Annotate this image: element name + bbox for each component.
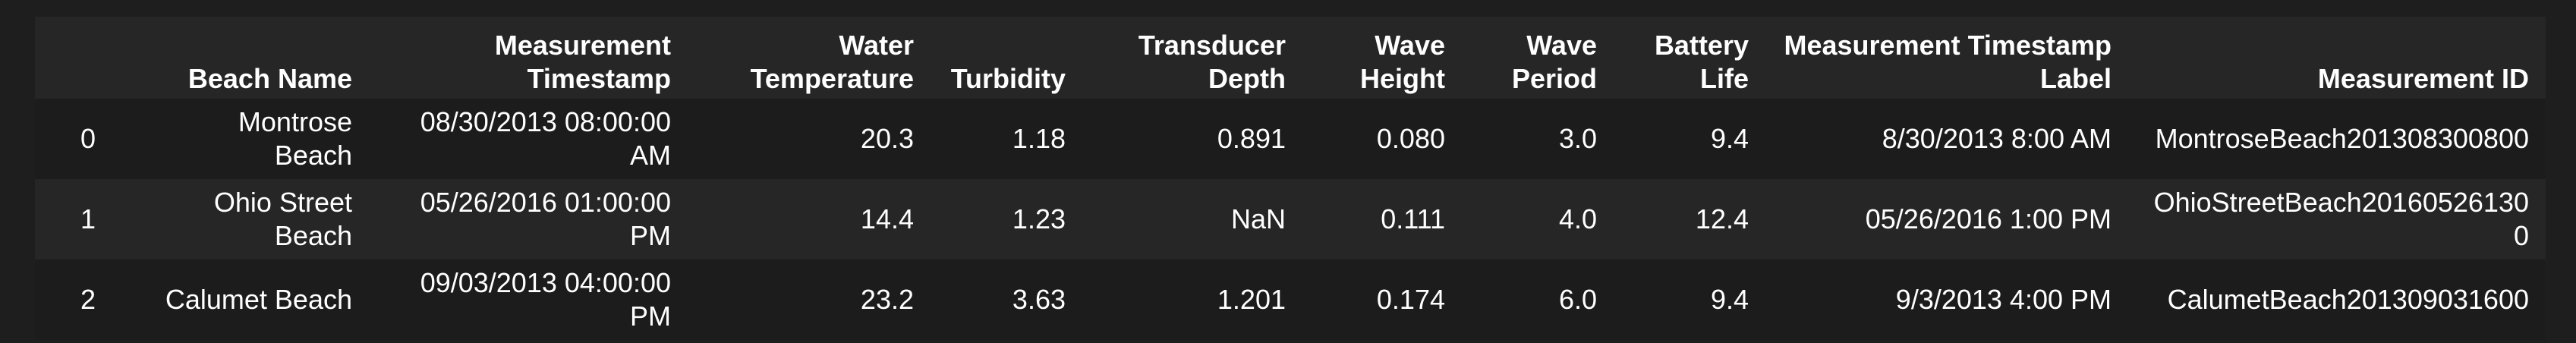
column-header-measurement-timestamp: Measurement Timestamp <box>494 30 671 94</box>
column-header-measurement-id: Measurement ID <box>2317 63 2529 94</box>
cell-wave-height: 0.080 <box>1376 123 1445 154</box>
cell-measurement-timestamp: 08/30/2013 08:00:00 AM <box>420 106 671 171</box>
cell-measurement-timestamp: 05/26/2016 01:00:00 PM <box>420 187 671 251</box>
table-row: 1 Ohio Street Beach 05/26/2016 01:00:00 … <box>35 179 2546 260</box>
column-header-wave-period: Wave Period <box>1511 30 1597 94</box>
cell-wave-period: 3.0 <box>1558 123 1597 154</box>
column-header-battery-life: Battery Life <box>1654 30 1749 94</box>
cell-turbidity: 1.23 <box>1012 203 1066 234</box>
cell-transducer-depth: 1.201 <box>1217 284 1286 315</box>
cell-water-temperature: 20.3 <box>860 123 914 154</box>
cell-wave-period: 4.0 <box>1558 203 1597 234</box>
dataframe-output: Beach Name Measurement Timestamp Water T… <box>35 17 2546 340</box>
column-header-wave-height: Wave Height <box>1360 30 1445 94</box>
cell-measurement-timestamp: 09/03/2013 04:00:00 PM <box>420 267 671 332</box>
cell-measurement-timestamp-label: 9/3/2013 4:00 PM <box>1895 284 2112 315</box>
cell-turbidity: 3.63 <box>1012 284 1066 315</box>
column-header-water-temperature: Water Temperature <box>750 30 914 94</box>
table-row: 0 Montrose Beach 08/30/2013 08:00:00 AM … <box>35 99 2546 179</box>
cell-water-temperature: 14.4 <box>860 203 914 234</box>
cell-measurement-timestamp-label: 05/26/2016 1:00 PM <box>1865 203 2112 234</box>
cell-wave-period: 6.0 <box>1558 284 1597 315</box>
cell-battery-life: 12.4 <box>1695 203 1749 234</box>
cell-transducer-depth: 0.891 <box>1217 123 1286 154</box>
cell-wave-height: 0.174 <box>1376 284 1445 315</box>
column-header-turbidity: Turbidity <box>950 63 1066 94</box>
column-header-beach-name: Beach Name <box>187 63 352 94</box>
column-header-measurement-timestamp-label: Measurement Timestamp Label <box>1784 30 2112 94</box>
cell-turbidity: 1.18 <box>1012 123 1066 154</box>
table-row: 2 Calumet Beach 09/03/2013 04:00:00 PM 2… <box>35 260 2546 340</box>
cell-battery-life: 9.4 <box>1710 123 1749 154</box>
cell-transducer-depth: NaN <box>1230 203 1286 234</box>
index-header <box>35 17 141 99</box>
row-index: 2 <box>80 284 96 315</box>
row-index: 0 <box>80 123 96 154</box>
cell-beach-name: Montrose Beach <box>238 106 352 171</box>
cell-water-temperature: 23.2 <box>860 284 914 315</box>
cell-measurement-id: MontroseBeach201308300800 <box>2155 123 2529 154</box>
dataframe-table: Beach Name Measurement Timestamp Water T… <box>35 17 2546 340</box>
cell-measurement-id: CalumetBeach201309031600 <box>2167 284 2529 315</box>
header-row: Beach Name Measurement Timestamp Water T… <box>35 17 2546 99</box>
cell-measurement-timestamp-label: 8/30/2013 8:00 AM <box>1882 123 2112 154</box>
cell-measurement-id: OhioStreetBeach201605261300 <box>2153 187 2529 251</box>
cell-beach-name: Ohio Street Beach <box>213 187 352 251</box>
column-header-transducer-depth: Transducer Depth <box>1138 30 1286 94</box>
cell-battery-life: 9.4 <box>1710 284 1749 315</box>
cell-beach-name: Calumet Beach <box>165 284 352 315</box>
cell-wave-height: 0.111 <box>1381 203 1445 234</box>
row-index: 1 <box>80 203 96 234</box>
